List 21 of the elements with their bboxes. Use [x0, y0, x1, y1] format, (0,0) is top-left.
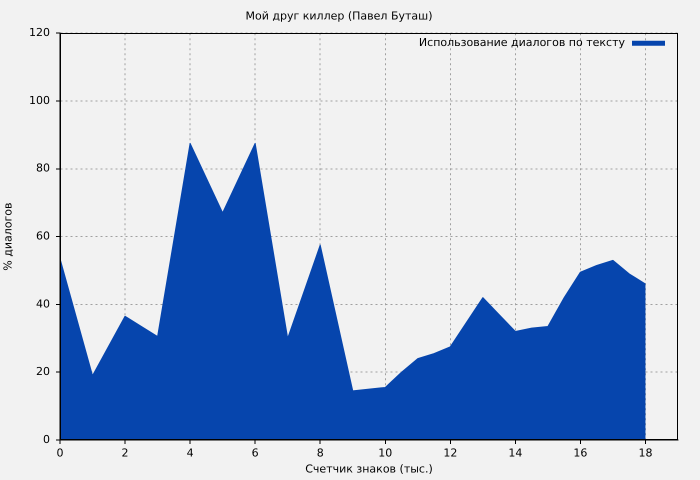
x-tick-label: 18 — [638, 446, 652, 460]
y-axis-title: % диалогов — [1, 202, 14, 271]
chart-title: Мой друг киллер (Павел Буташ) — [246, 9, 432, 22]
y-tick-label: 40 — [36, 297, 50, 310]
x-tick-label: 12 — [443, 446, 458, 460]
x-axis-title: Счетчик знаков (тыс.) — [305, 462, 433, 476]
y-tick-label: 0 — [43, 432, 50, 446]
x-tick-label: 0 — [56, 446, 64, 460]
x-tick-label: 2 — [122, 446, 129, 460]
y-tick-label: 20 — [36, 365, 50, 378]
y-tick-label: 60 — [36, 229, 50, 242]
x-tick-label: 10 — [378, 446, 392, 460]
legend-label: Использование диалогов по тексту — [418, 36, 626, 50]
y-tick-label: 120 — [29, 26, 50, 40]
y-tick-label: 100 — [29, 94, 50, 107]
y-tick-label: 80 — [36, 162, 50, 175]
x-tick-label: 4 — [186, 446, 194, 460]
x-tick-label: 14 — [508, 446, 522, 460]
x-tick-label: 16 — [573, 446, 588, 460]
x-tick-label: 8 — [316, 446, 324, 460]
x-tick-label: 6 — [252, 446, 259, 460]
